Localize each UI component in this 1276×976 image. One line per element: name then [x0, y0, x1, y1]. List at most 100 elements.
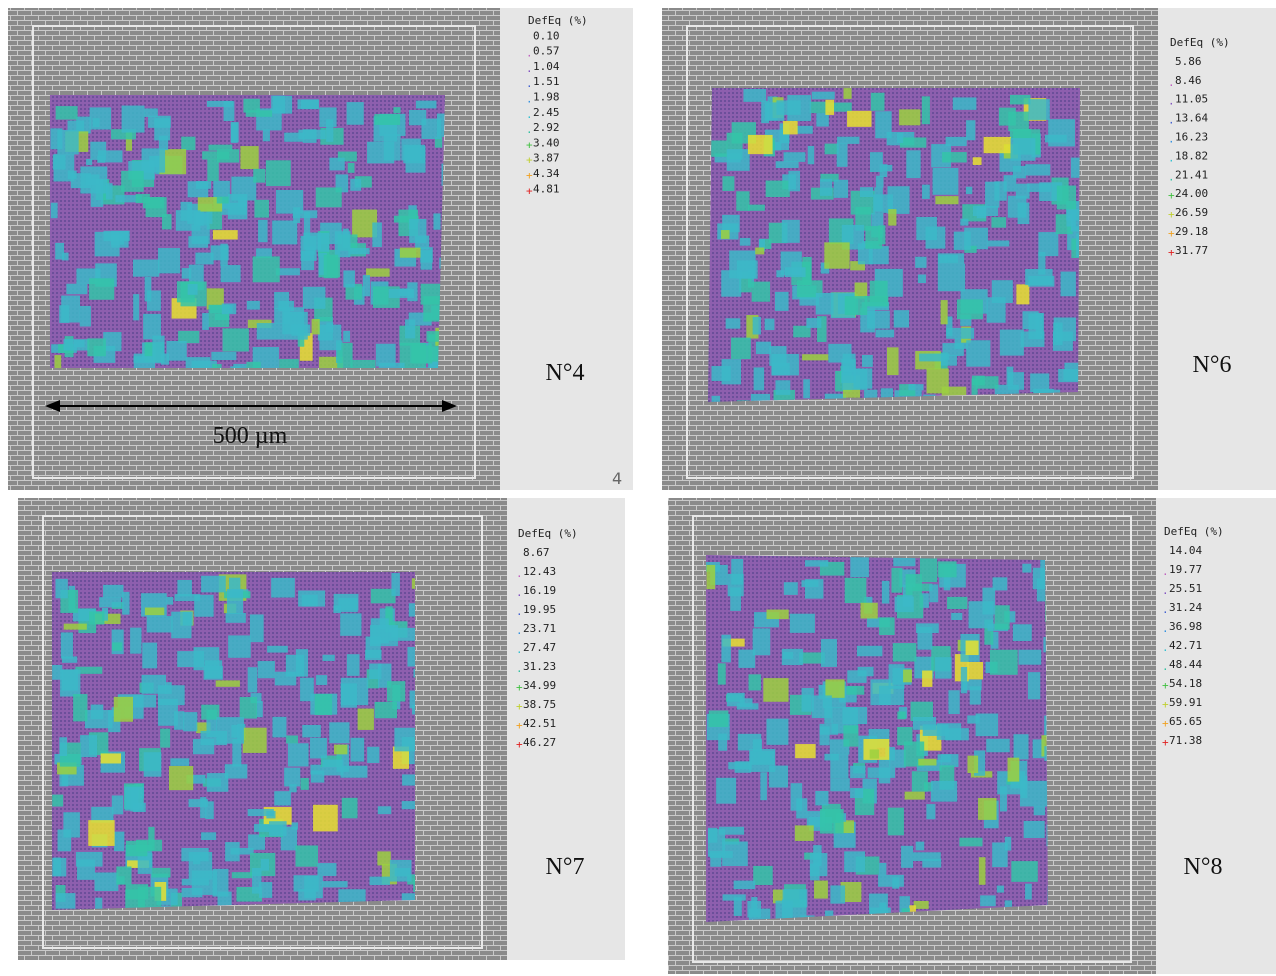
strain-patch: [407, 646, 415, 667]
strain-patch: [366, 268, 390, 277]
strain-patch: [55, 242, 65, 260]
strain-patch: [202, 313, 209, 330]
strain-patch: [811, 91, 835, 100]
strain-patch: [1016, 284, 1030, 305]
strain-patches: [50, 95, 445, 368]
legend-value: 38.75: [523, 698, 556, 711]
strain-patch: [892, 877, 900, 889]
legend-marker: .: [516, 586, 523, 599]
strain-patch: [992, 842, 1008, 868]
strain-patch: [318, 356, 344, 368]
strain-patch: [212, 364, 222, 368]
strain-patch: [298, 129, 326, 140]
strain-patch: [932, 167, 959, 195]
strain-patch: [50, 202, 58, 219]
strain-patch: [984, 619, 994, 645]
strain-patch: [983, 136, 1011, 154]
strain-patch: [216, 717, 244, 744]
strain-patch: [929, 584, 939, 603]
strain-patch: [891, 567, 903, 593]
strain-patch: [94, 231, 120, 257]
strain-patch: [286, 735, 298, 744]
strain-patch: [850, 788, 864, 799]
strain-patch: [257, 661, 275, 679]
strain-patch: [367, 746, 380, 763]
strain-patch: [922, 670, 933, 687]
legend-value: 25.51: [1169, 582, 1202, 595]
strain-patch: [923, 782, 933, 792]
strain-patch: [216, 196, 229, 204]
legend-value: 31.23: [523, 660, 556, 673]
legend-value: 54.18: [1169, 677, 1202, 690]
strain-patch: [245, 110, 273, 117]
legend-value: 34.99: [523, 679, 556, 692]
strain-patch: [912, 852, 941, 862]
strain-patch: [52, 794, 64, 807]
strain-patch: [843, 725, 859, 747]
strain-patch: [887, 186, 910, 214]
strain-patch: [135, 194, 150, 204]
strain-patch: [278, 300, 294, 312]
strain-patch: [840, 882, 862, 902]
strain-patches: [706, 555, 1048, 922]
legend-marker: .: [1162, 660, 1169, 673]
strain-patch: [215, 680, 240, 687]
strain-patch: [146, 616, 173, 633]
strain-patch: [899, 384, 916, 396]
strain-patch: [318, 253, 327, 276]
strain-patch: [233, 363, 247, 368]
legend-value: 42.51: [523, 717, 556, 730]
strain-patch: [116, 866, 132, 885]
strain-patch: [921, 96, 930, 125]
strain-patch: [844, 296, 868, 316]
strain-patch: [882, 164, 893, 172]
strain-patch: [760, 772, 767, 801]
frame-line: [686, 25, 1134, 479]
strain-patch: [97, 155, 106, 163]
legend-marker: .: [516, 567, 523, 580]
legend-value: 13.64: [1175, 112, 1208, 125]
strain-patch: [247, 809, 274, 817]
legend-marker: +: [526, 154, 533, 167]
strain-patch: [875, 111, 892, 139]
strain-patch: [824, 393, 847, 402]
strain-patch: [1010, 138, 1036, 161]
strain-patch: [303, 232, 321, 250]
strain-patch: [174, 711, 185, 730]
legend-panel: [1156, 498, 1276, 974]
strain-patch: [1038, 232, 1059, 257]
strain-patch: [967, 755, 979, 773]
strain-patch: [919, 593, 929, 608]
strain-patch: [222, 328, 249, 352]
strain-patch: [976, 205, 987, 219]
strain-patch: [975, 713, 999, 737]
strain-patch: [825, 679, 845, 698]
strain-patch: [434, 136, 443, 148]
legend-title: DefEq (%): [1170, 36, 1230, 49]
strain-patch: [830, 778, 850, 792]
legend-value: 12.43: [523, 565, 556, 578]
strain-patch: [982, 587, 996, 615]
strain-patch: [91, 806, 114, 823]
legend-value: 31.24: [1169, 601, 1202, 614]
strain-patch: [421, 118, 442, 140]
strain-patch: [960, 218, 969, 226]
strain-patch: [67, 120, 85, 132]
strain-patch: [766, 718, 789, 745]
strain-patch: [893, 310, 910, 328]
strain-patch: [706, 564, 716, 590]
legend-marker: .: [1162, 603, 1169, 616]
strain-patch: [1015, 183, 1030, 199]
strain-patch: [196, 722, 211, 734]
strain-patch: [913, 900, 929, 909]
strain-patch: [409, 219, 427, 243]
strain-patch: [227, 194, 248, 220]
legend-value: 2.45: [533, 106, 560, 119]
legend-value: 8.46: [1175, 74, 1202, 87]
strain-patch: [411, 578, 415, 589]
strain-patch: [340, 765, 368, 778]
strain-patch: [112, 642, 123, 651]
strain-patch: [1004, 611, 1016, 623]
strain-patch: [1022, 563, 1032, 573]
strain-patch: [295, 649, 308, 677]
